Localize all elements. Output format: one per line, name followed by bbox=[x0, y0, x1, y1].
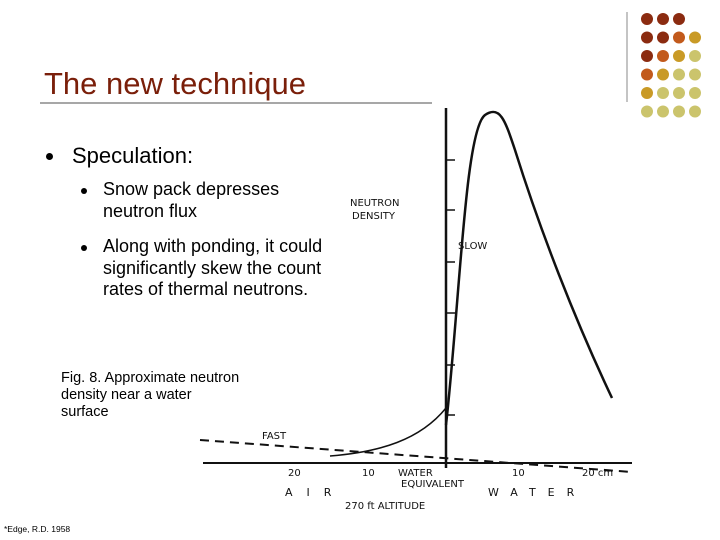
decor-dot bbox=[657, 68, 669, 81]
fast-dashed bbox=[199, 439, 633, 473]
figure-label: AIR bbox=[285, 486, 345, 499]
decor-dot bbox=[657, 105, 669, 118]
decor-dot bbox=[657, 87, 669, 99]
decor-dot bbox=[673, 13, 685, 25]
decor-dot bbox=[689, 31, 701, 44]
decor-dot bbox=[641, 50, 653, 62]
figure-tick-label: 10 bbox=[362, 468, 375, 479]
decor-dot bbox=[641, 68, 653, 81]
figure-tick-label: 20 cm bbox=[582, 468, 613, 479]
slide-title: The new technique bbox=[44, 66, 306, 101]
decor-dot bbox=[657, 31, 669, 44]
decor-dot bbox=[689, 105, 701, 118]
figure-caption: Fig. 8. Approximate neutron density near… bbox=[61, 370, 240, 420]
axis-ticks bbox=[446, 159, 455, 416]
decor-dot bbox=[673, 50, 685, 62]
fast-curve bbox=[329, 407, 447, 457]
bullet-marker bbox=[46, 153, 53, 160]
figure-label: NEUTRON bbox=[350, 198, 400, 209]
sub-bullet: Snow pack depresses neutron flux bbox=[103, 179, 280, 221]
figure-tick-label: 20 bbox=[288, 468, 301, 479]
sub-bullet: Along with ponding, it could significant… bbox=[103, 236, 323, 299]
decor-dot bbox=[689, 50, 701, 62]
decor-dot bbox=[673, 105, 685, 118]
figure-label: FAST bbox=[262, 431, 287, 442]
dot-grid bbox=[641, 13, 701, 118]
decor-dot bbox=[657, 13, 669, 25]
decor-dot bbox=[673, 31, 685, 44]
decor-dot bbox=[641, 31, 653, 44]
figure-label: WATER bbox=[398, 468, 433, 479]
decor-dot bbox=[657, 50, 669, 62]
figure-label: DENSITY bbox=[352, 211, 396, 222]
figure-label: 270 ft ALTITUDE bbox=[345, 501, 425, 512]
decor-dot bbox=[673, 87, 685, 99]
figure-drawing bbox=[199, 108, 633, 473]
decor-dot bbox=[641, 13, 653, 25]
figure-tick-label: 10 bbox=[512, 468, 525, 479]
citation: *Edge, R.D. 1958 bbox=[4, 524, 71, 534]
decor-dot bbox=[689, 68, 701, 81]
decor-dot bbox=[641, 105, 653, 118]
bullet-marker bbox=[81, 188, 87, 194]
decor-dot bbox=[673, 68, 685, 81]
decor-dot bbox=[641, 87, 653, 99]
figure-label: EQUIVALENT bbox=[401, 479, 465, 490]
bullet: Speculation: bbox=[72, 143, 194, 168]
figure-label: WATER bbox=[488, 486, 586, 499]
slow-curve bbox=[444, 110, 614, 426]
bullet-marker bbox=[81, 245, 87, 251]
figure-label: SLOW bbox=[458, 241, 487, 252]
decor-dot bbox=[689, 87, 701, 99]
